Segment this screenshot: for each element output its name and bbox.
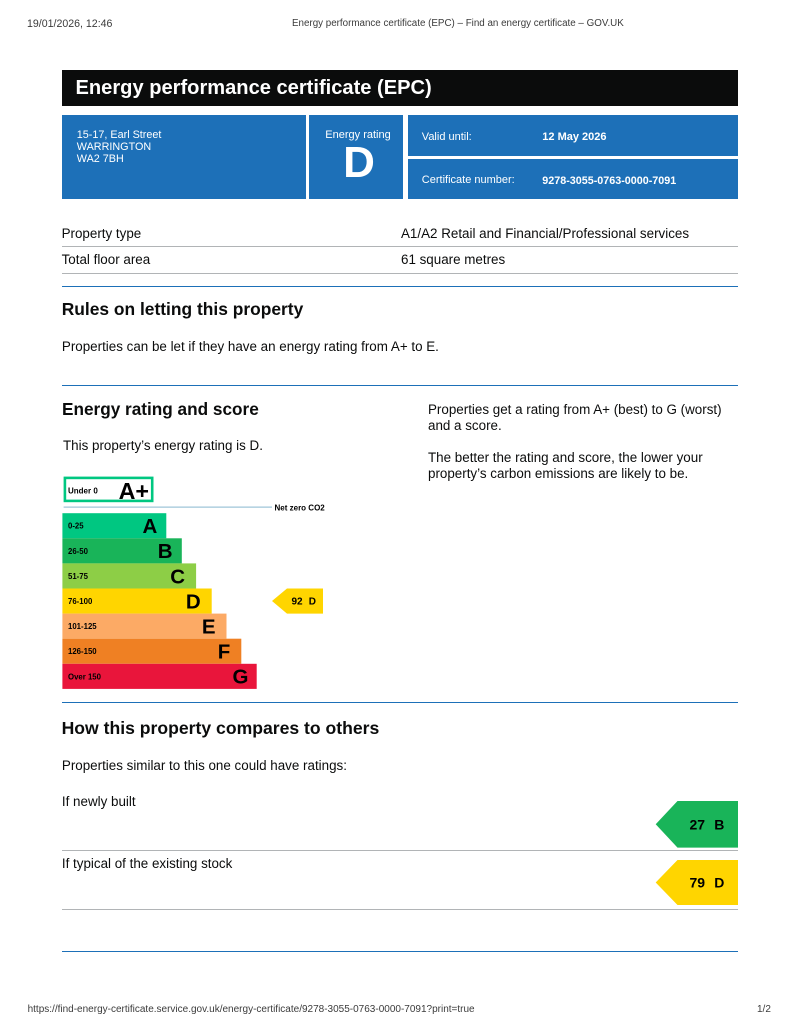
svg-text:0-25: 0-25 xyxy=(68,522,84,531)
svg-text:A+: A+ xyxy=(119,478,149,504)
svg-text:D: D xyxy=(714,874,724,890)
svg-text:76-100: 76-100 xyxy=(68,597,93,606)
svg-text:D: D xyxy=(309,597,316,608)
svg-text:Under 0: Under 0 xyxy=(68,486,98,495)
svg-text:92: 92 xyxy=(291,597,303,608)
svg-text:G: G xyxy=(232,666,248,689)
svg-text:101-125: 101-125 xyxy=(68,622,97,631)
svg-text:B: B xyxy=(714,817,724,833)
svg-text:D: D xyxy=(186,590,201,613)
svg-text:Over 150: Over 150 xyxy=(68,672,102,681)
svg-text:27: 27 xyxy=(690,817,706,833)
svg-text:F: F xyxy=(218,641,231,664)
svg-text:B: B xyxy=(158,540,173,563)
svg-text:26-50: 26-50 xyxy=(68,547,89,556)
svg-text:79: 79 xyxy=(689,874,705,890)
svg-text:C: C xyxy=(170,565,185,588)
svg-text:51-75: 51-75 xyxy=(68,572,89,581)
svg-text:126-150: 126-150 xyxy=(68,647,97,656)
svg-text:E: E xyxy=(202,616,216,639)
svg-text:Net zero CO2: Net zero CO2 xyxy=(275,503,326,512)
svg-text:A: A xyxy=(142,515,157,538)
